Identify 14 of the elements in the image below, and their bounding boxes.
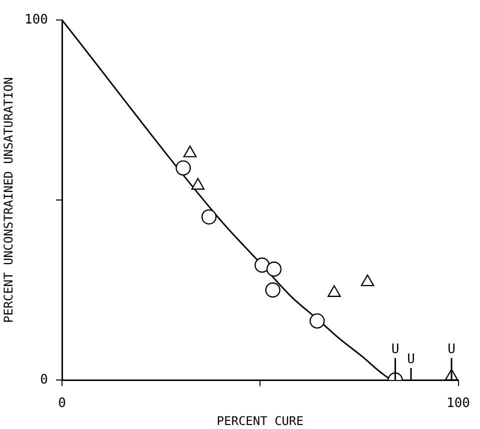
annotation: U [391, 342, 400, 357]
point [310, 313, 325, 329]
point [254, 258, 270, 273]
x-axis-title: PERCENT CURE [216, 414, 304, 428]
point [201, 209, 217, 225]
point [176, 160, 191, 176]
annotation: U [448, 342, 456, 357]
point [266, 262, 282, 277]
annotation: U [407, 352, 415, 367]
point [328, 285, 341, 297]
y-axis-title: PERCENT UNCONSTRAINED UNSATURATION [1, 77, 16, 323]
point [360, 274, 374, 286]
point [265, 282, 280, 298]
point [191, 178, 205, 190]
